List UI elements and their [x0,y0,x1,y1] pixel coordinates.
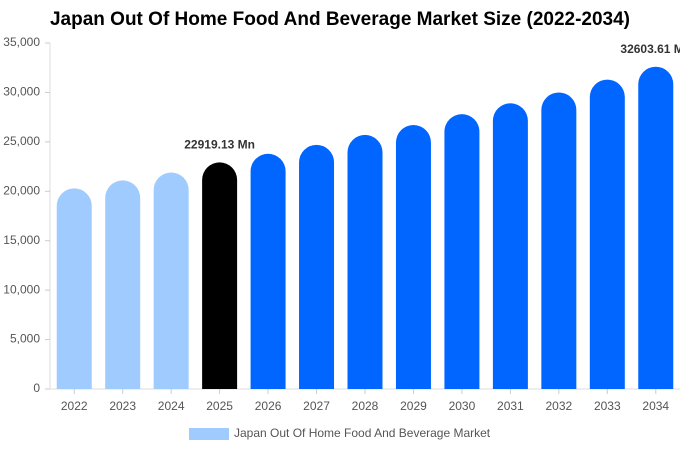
bar [347,134,383,389]
y-tick-label: 15,000 [3,233,40,247]
x-tick-label: 2022 [61,399,88,413]
value-label: 22919.13 Mn [184,138,255,152]
bar [492,103,528,389]
y-tick-label: 20,000 [3,183,40,197]
x-tick-label: 2032 [545,399,572,413]
legend-label: Japan Out Of Home Food And Beverage Mark… [234,426,491,440]
y-tick-label: 30,000 [3,85,40,99]
value-label: 32603.61 Mn [620,42,680,56]
y-tick-label: 5,000 [10,332,40,346]
bar [638,66,674,389]
bar [589,79,625,389]
bar [395,125,431,390]
legend-swatch [189,428,229,440]
bar [250,153,286,389]
y-tick-label: 0 [33,381,40,395]
y-tick-label: 10,000 [3,282,40,296]
x-tick-label: 2027 [303,399,330,413]
x-tick-label: 2026 [255,399,282,413]
bar [299,144,335,389]
bar [56,188,92,389]
bar [444,114,480,390]
x-tick-label: 2031 [497,399,524,413]
bar [202,162,238,389]
x-tick-label: 2029 [400,399,427,413]
bar [153,172,189,389]
y-tick-label: 25,000 [3,134,40,148]
x-tick-label: 2030 [449,399,476,413]
x-tick-label: 2024 [158,399,185,413]
x-tick-label: 2033 [594,399,621,413]
chart-title: Japan Out Of Home Food And Beverage Mark… [50,9,630,30]
x-tick-label: 2023 [109,399,136,413]
x-tick-label: 2034 [642,399,669,413]
bar [541,92,577,389]
x-tick-label: 2028 [352,399,379,413]
x-tick-label: 2025 [206,399,233,413]
y-tick-label: 35,000 [3,35,40,49]
bar [105,180,141,389]
